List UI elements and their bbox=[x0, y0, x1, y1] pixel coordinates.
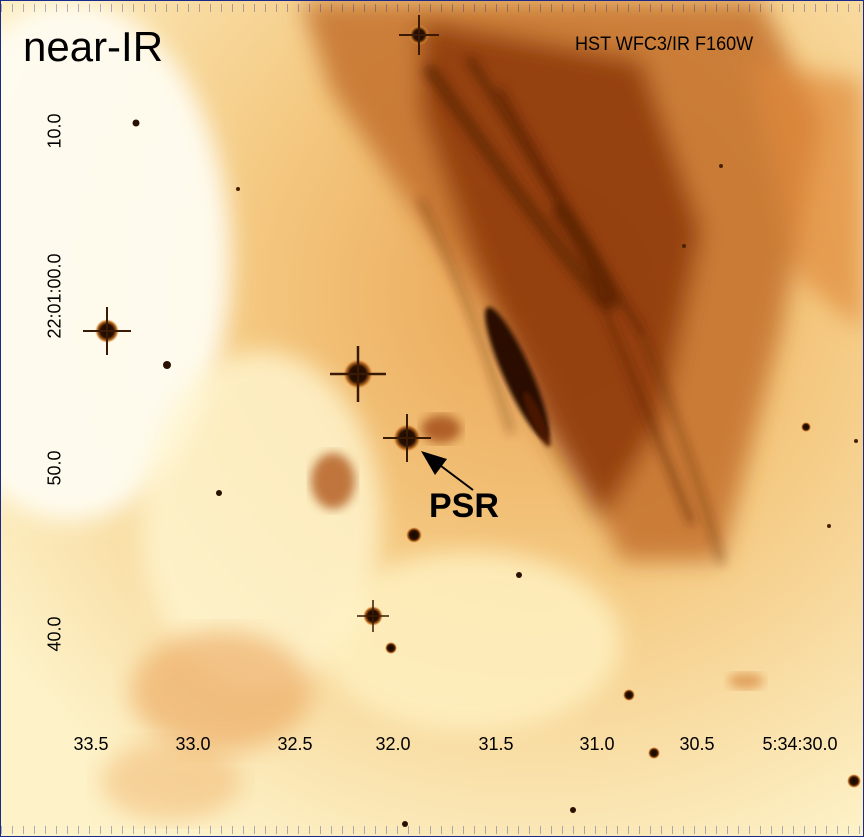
ra-tick-label: 30.5 bbox=[679, 734, 715, 754]
ra-tick-label: 33.5 bbox=[73, 734, 109, 754]
dec-tick-label: 40.0 bbox=[44, 616, 65, 652]
psr-arrow bbox=[421, 451, 474, 491]
ra-tick-label: 31.0 bbox=[579, 734, 615, 754]
ra-tick-label: 33.0 bbox=[175, 734, 211, 754]
instrument-label: HST WFC3/IR F160W bbox=[575, 34, 754, 55]
dec-tick-label: 50.0 bbox=[44, 450, 65, 486]
ra-tick-label: 32.0 bbox=[375, 734, 411, 754]
ra-tick-label: 32.5 bbox=[277, 734, 313, 754]
dec-tick-label: 10.0 bbox=[44, 113, 65, 149]
ra-tick-label: 5:34:30.0 bbox=[762, 734, 838, 754]
ra-tick-label: 31.5 bbox=[478, 734, 514, 754]
psr-label: PSR bbox=[429, 487, 499, 525]
panel-label: near-IR bbox=[23, 23, 164, 70]
dec-tick-label: 22:01:00.0 bbox=[44, 253, 65, 339]
